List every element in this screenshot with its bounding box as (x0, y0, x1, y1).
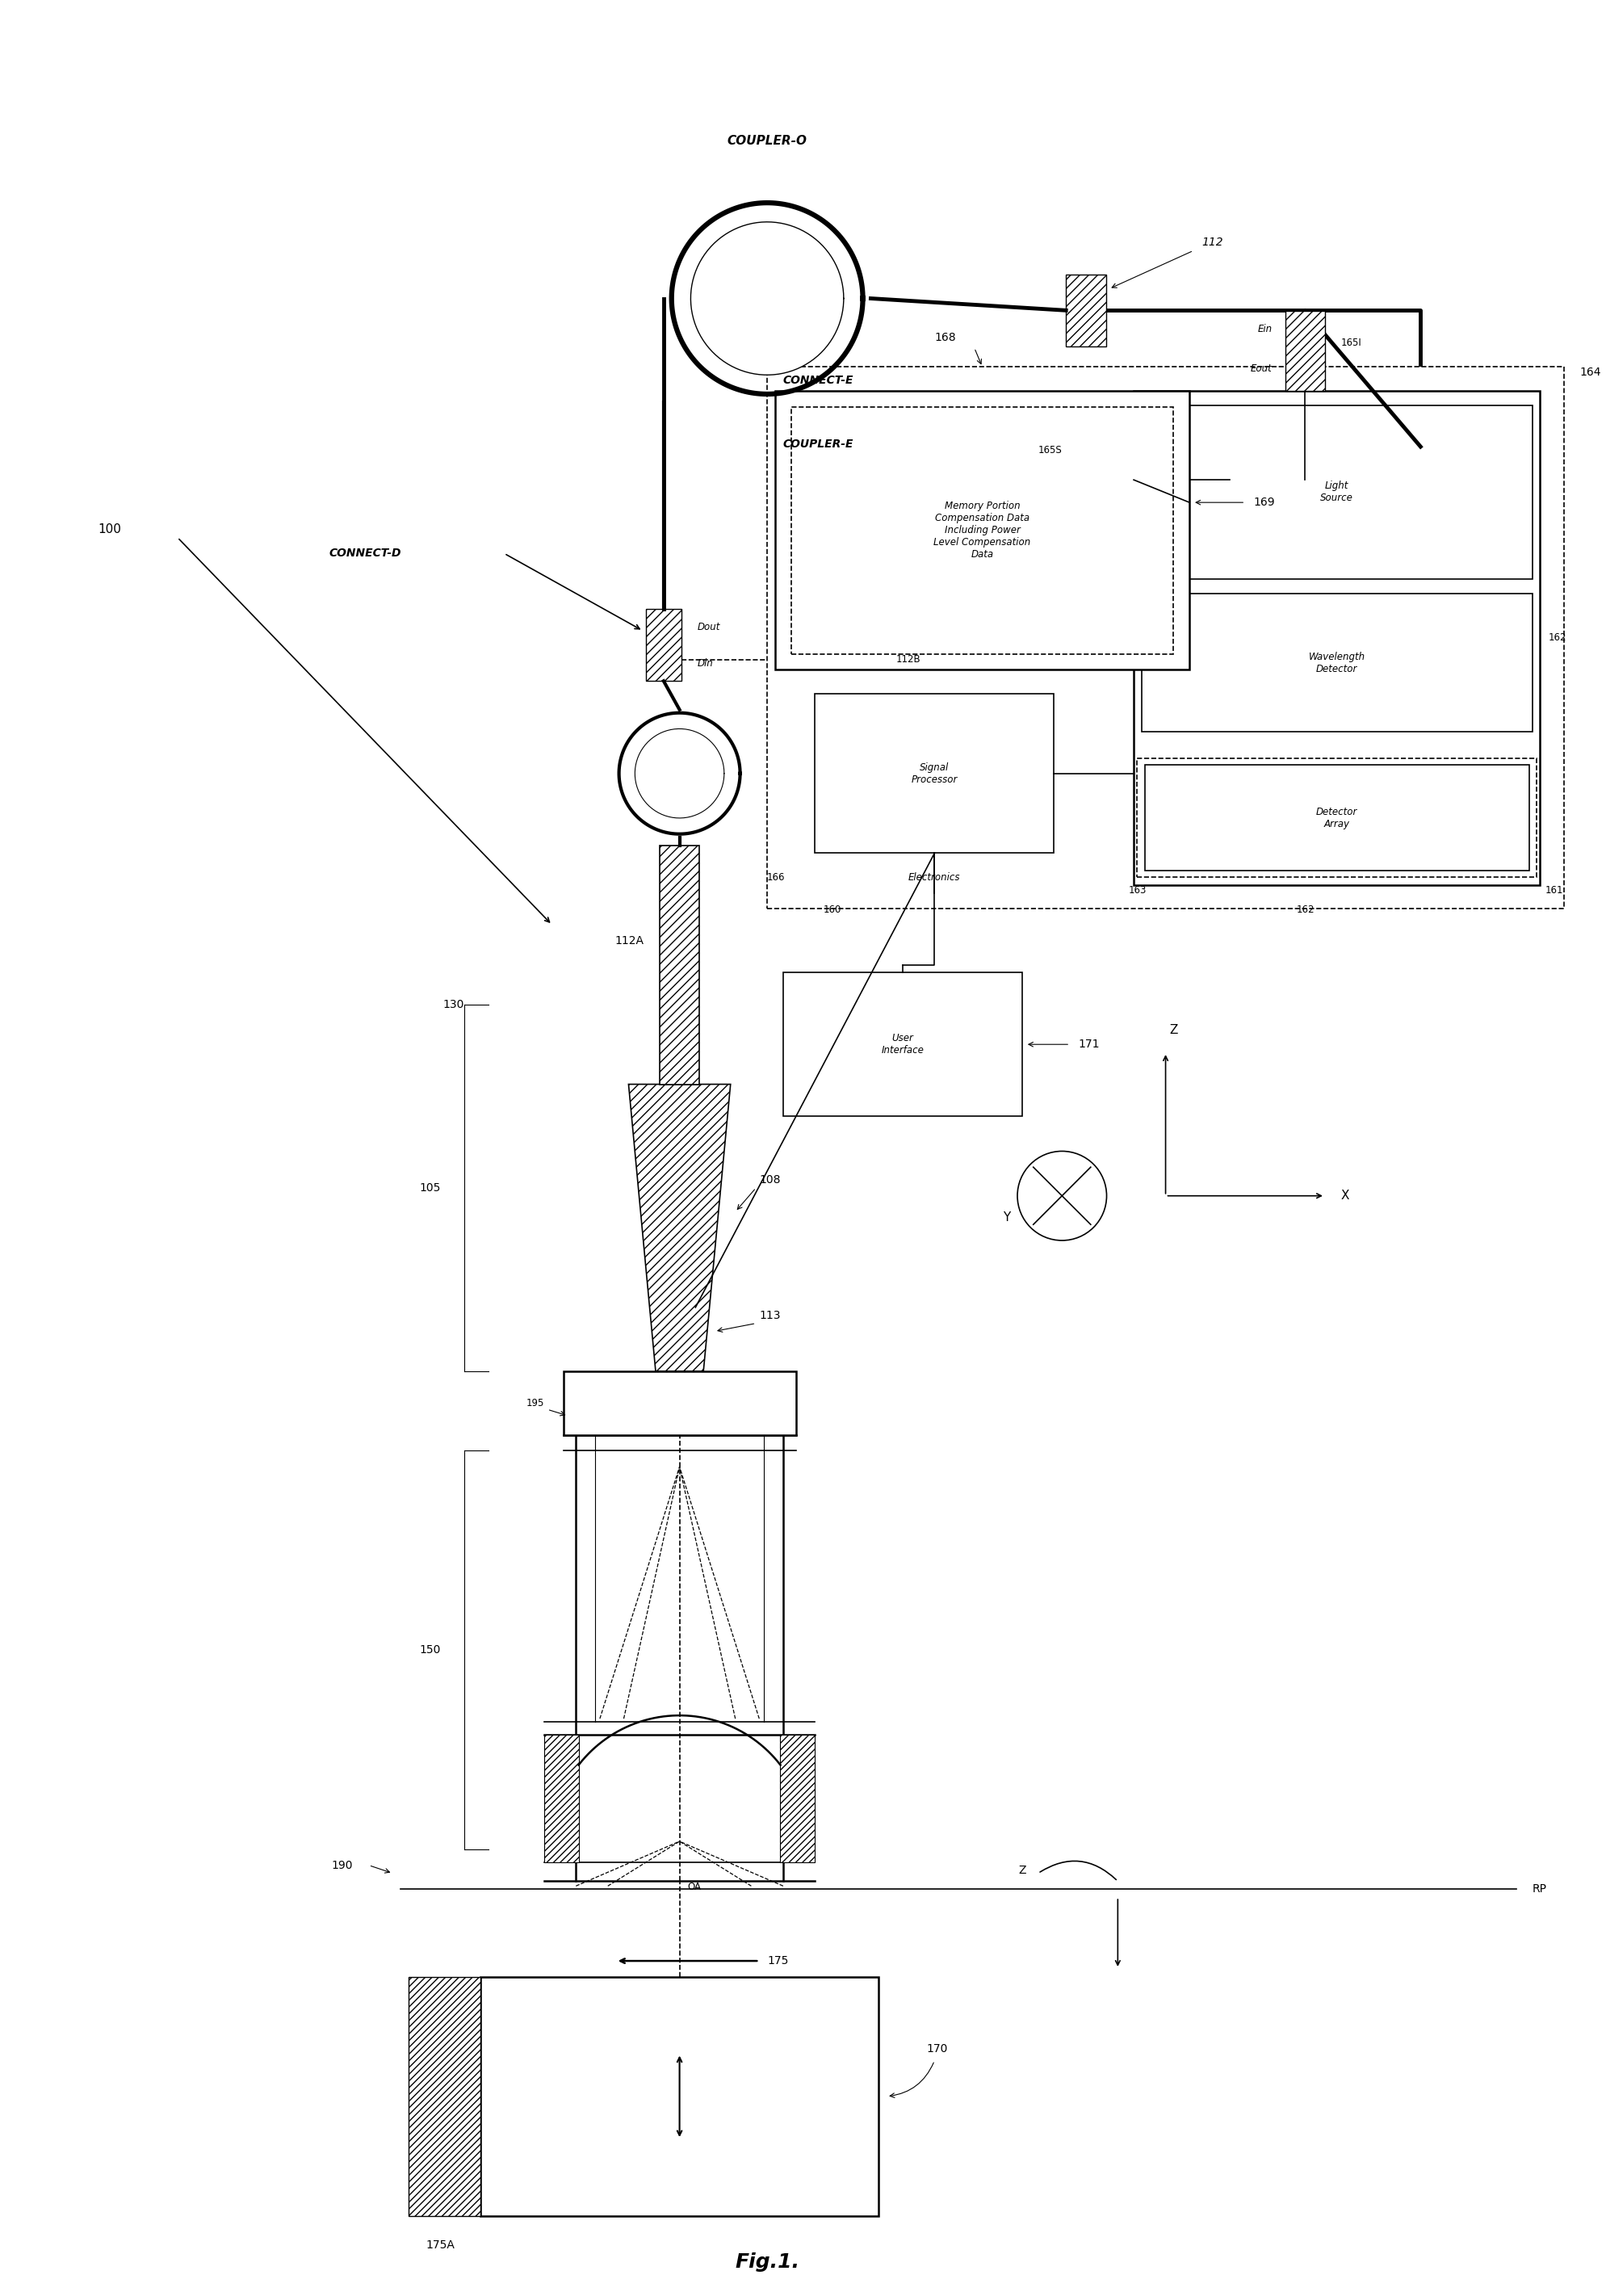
Bar (408, 1977, 480, 2216)
Bar (1134, 390, 1539, 884)
Bar (578, 1396, 607, 1435)
Bar (752, 1396, 779, 1435)
Text: COUPLER-E: COUPLER-E (782, 439, 853, 450)
Text: Signal
Processor: Signal Processor (911, 762, 957, 785)
Bar (774, 390, 1188, 670)
Text: 166: 166 (766, 872, 785, 882)
Text: 165S: 165S (1037, 445, 1062, 455)
Text: 161: 161 (1543, 884, 1563, 895)
Text: Y: Y (1002, 1212, 1010, 1224)
Text: Wavelength
Detector: Wavelength Detector (1307, 652, 1365, 675)
Bar (1142, 592, 1532, 732)
Bar (480, 1977, 878, 2216)
Bar (1285, 312, 1325, 390)
Text: 160: 160 (822, 905, 840, 914)
Bar (790, 406, 1172, 654)
Text: 169: 169 (1253, 496, 1274, 507)
Text: Dout: Dout (697, 622, 719, 631)
Text: 190: 190 (331, 1860, 353, 1871)
Text: Light
Source: Light Source (1320, 480, 1352, 503)
Text: COUPLER-O: COUPLER-O (728, 135, 806, 147)
Text: 162: 162 (1547, 634, 1566, 643)
Text: RP: RP (1532, 1883, 1547, 1894)
Text: 113: 113 (758, 1309, 781, 1320)
Text: 105: 105 (419, 1182, 440, 1194)
Bar (564, 1371, 795, 1435)
Text: 175: 175 (766, 1956, 789, 1968)
Text: Electronics: Electronics (907, 872, 960, 882)
Text: 171: 171 (1078, 1038, 1099, 1049)
Text: OA: OA (687, 1883, 700, 1892)
Text: 163: 163 (1129, 884, 1147, 895)
Text: CONNECT-D: CONNECT-D (329, 549, 402, 560)
Polygon shape (634, 728, 724, 817)
Text: 162: 162 (1296, 905, 1314, 914)
Bar (544, 1733, 578, 1862)
Text: User
Interface: User Interface (880, 1033, 923, 1056)
Text: Memory Portion
Compensation Data
Including Power
Level Compensation
Data: Memory Portion Compensation Data Includi… (933, 501, 1031, 560)
Text: 170: 170 (927, 2043, 948, 2055)
Polygon shape (691, 223, 843, 374)
Text: 164: 164 (1579, 367, 1601, 379)
Text: 168: 168 (935, 331, 956, 342)
Text: X: X (1341, 1189, 1349, 1201)
Text: Fig.1.: Fig.1. (734, 2252, 800, 2271)
Text: Detector
Array: Detector Array (1315, 806, 1357, 829)
Text: Z: Z (1169, 1024, 1177, 1035)
Text: Ein: Ein (1257, 324, 1272, 333)
Text: 112B: 112B (896, 654, 920, 666)
Bar (779, 1733, 814, 1862)
Text: Din: Din (697, 657, 713, 668)
Text: Z: Z (1018, 1864, 1026, 1876)
Text: 165I: 165I (1341, 338, 1360, 349)
Polygon shape (628, 1084, 731, 1371)
Bar (1142, 406, 1532, 579)
Text: 112A: 112A (615, 934, 644, 946)
Text: 100: 100 (98, 523, 120, 535)
Text: 195: 195 (525, 1398, 544, 1407)
Bar (766, 367, 1563, 909)
Text: 150: 150 (419, 1644, 440, 1655)
Text: 108: 108 (758, 1173, 781, 1185)
Bar (1145, 765, 1529, 870)
Bar (782, 974, 1021, 1116)
Bar (1137, 758, 1535, 877)
Bar (646, 608, 681, 682)
Text: CONNECT-E: CONNECT-E (782, 374, 853, 386)
Bar (814, 693, 1054, 854)
Text: Eout: Eout (1249, 363, 1272, 374)
Text: 130: 130 (443, 999, 464, 1010)
Text: 112: 112 (1201, 236, 1222, 248)
Text: 175A: 175A (426, 2241, 454, 2250)
Bar (1065, 276, 1105, 347)
Bar (660, 845, 699, 1084)
